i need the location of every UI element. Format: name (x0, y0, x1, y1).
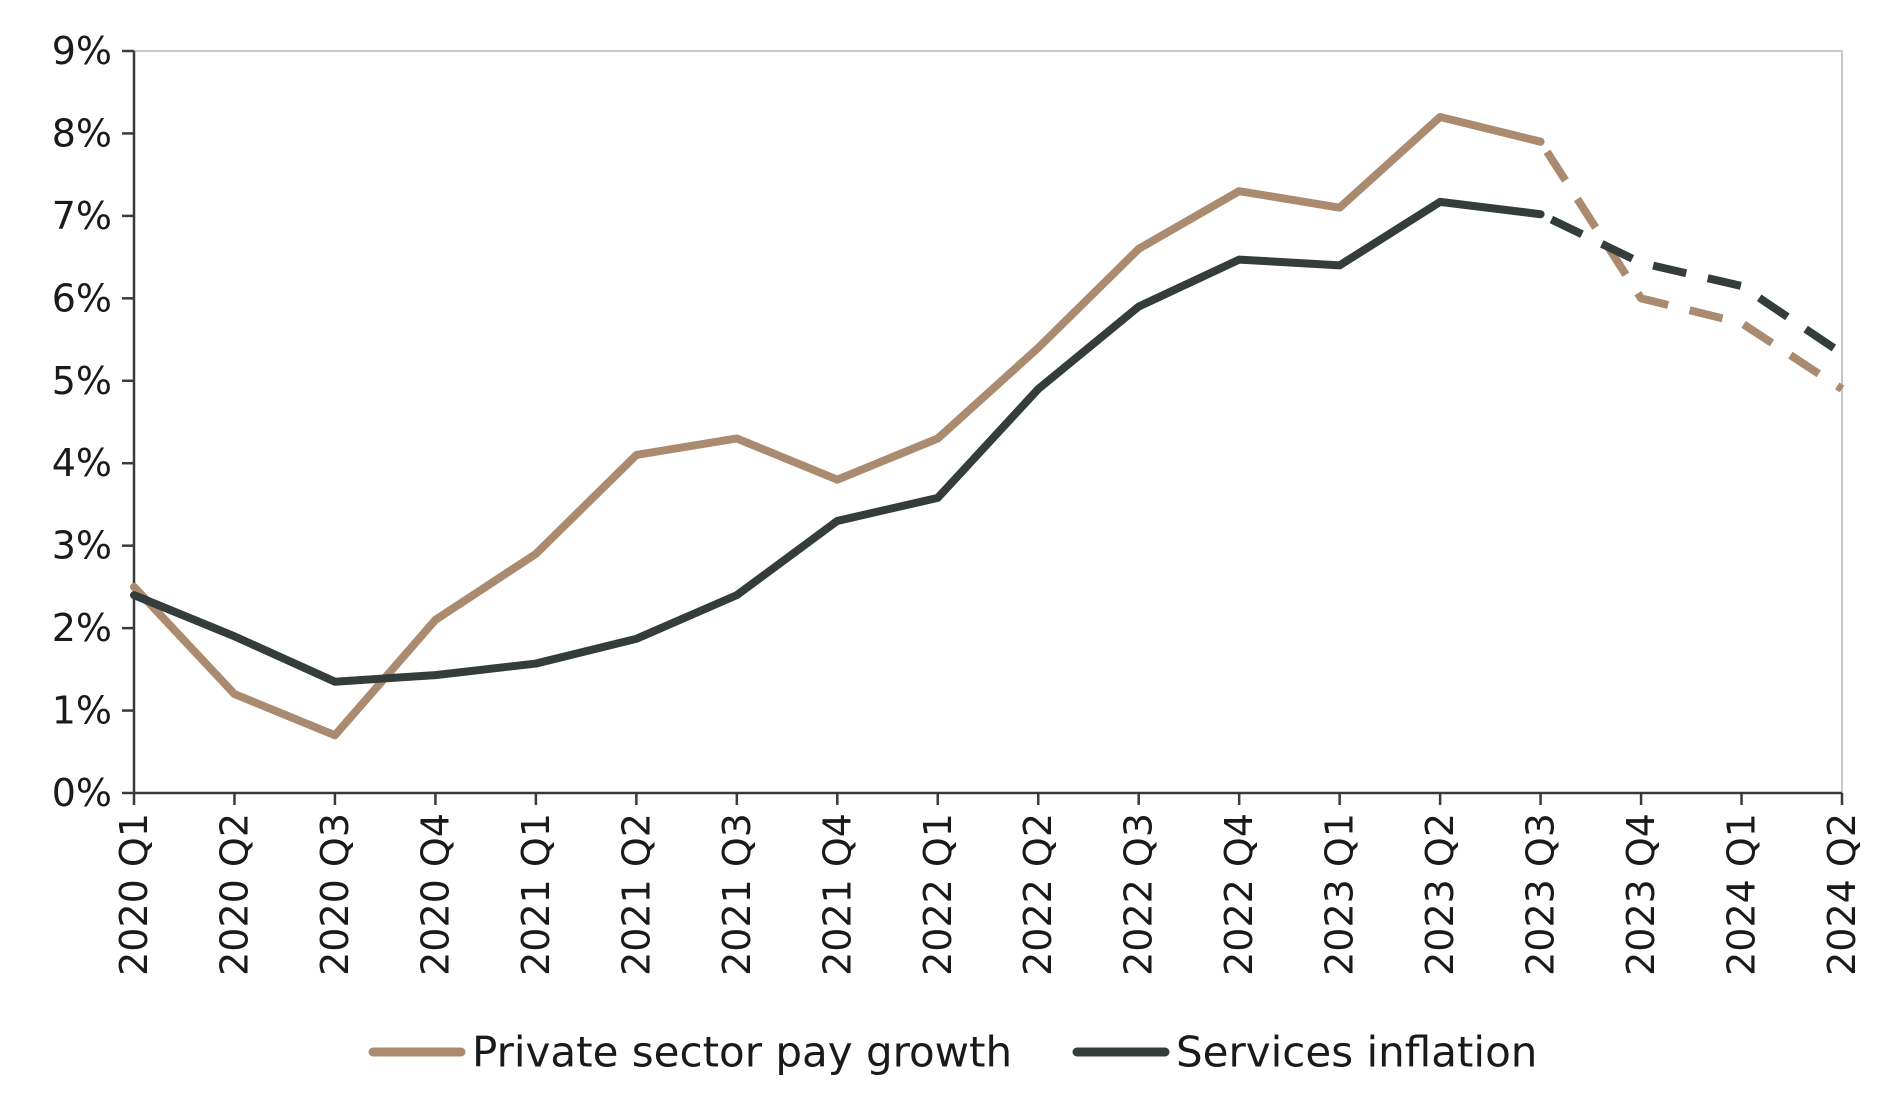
x-tick-label: 2022 Q4 (1217, 813, 1261, 976)
legend-label: Services inflation (1176, 1028, 1537, 1077)
x-tick-label: 2022 Q2 (1016, 813, 1060, 976)
y-tick-label: 9% (52, 29, 112, 73)
y-tick-label: 4% (52, 441, 112, 485)
y-tick-label: 1% (52, 689, 112, 733)
y-tick-label: 0% (52, 771, 112, 815)
y-tick-label: 3% (52, 524, 112, 568)
series-line-actual (130, 197, 1545, 686)
x-tick-label: 2022 Q1 (916, 813, 960, 976)
series-line-forecast (1538, 210, 1845, 357)
y-tick-label: 2% (52, 606, 112, 650)
x-tick-label: 2023 Q3 (1519, 813, 1563, 976)
x-tick-label: 2021 Q2 (614, 813, 658, 976)
series-layer (130, 112, 1845, 740)
y-tick-label: 5% (52, 359, 112, 403)
x-tick-label: 2023 Q1 (1318, 813, 1362, 976)
y-tick-label: 8% (52, 111, 112, 155)
chart-legend: Private sector pay growth Services inflat… (368, 1028, 1537, 1077)
x-tick-label: 2021 Q3 (715, 813, 759, 976)
x-tick-label: 2023 Q2 (1418, 813, 1462, 976)
x-tick-label: 2020 Q3 (313, 813, 357, 976)
x-tick-label: 2021 Q4 (815, 813, 859, 976)
y-tick-label: 6% (52, 276, 112, 320)
x-tick-label: 2024 Q1 (1720, 813, 1764, 976)
x-tick-label: 2020 Q4 (413, 813, 457, 976)
x-tick-label: 2020 Q2 (212, 813, 256, 976)
axes-layer: 0% 1% 2% 3% 4% 5% 6% 7% 8% 9% 2020 Q1 2020 Q2 2020 Q… (52, 29, 1864, 976)
x-tick-label: 2024 Q2 (1820, 813, 1864, 976)
x-tick-label: 2023 Q4 (1619, 813, 1663, 976)
y-tick-label: 7% (52, 194, 112, 238)
series-line-forecast (1537, 139, 1845, 393)
legend-label: Private sector pay growth (472, 1028, 1012, 1077)
plot-frame (134, 50, 1843, 793)
series-line-actual (130, 112, 1545, 740)
x-tick-label: 2020 Q1 (112, 813, 156, 976)
x-tick-label: 2022 Q3 (1117, 813, 1161, 976)
x-tick-label: 2021 Q1 (514, 813, 558, 976)
